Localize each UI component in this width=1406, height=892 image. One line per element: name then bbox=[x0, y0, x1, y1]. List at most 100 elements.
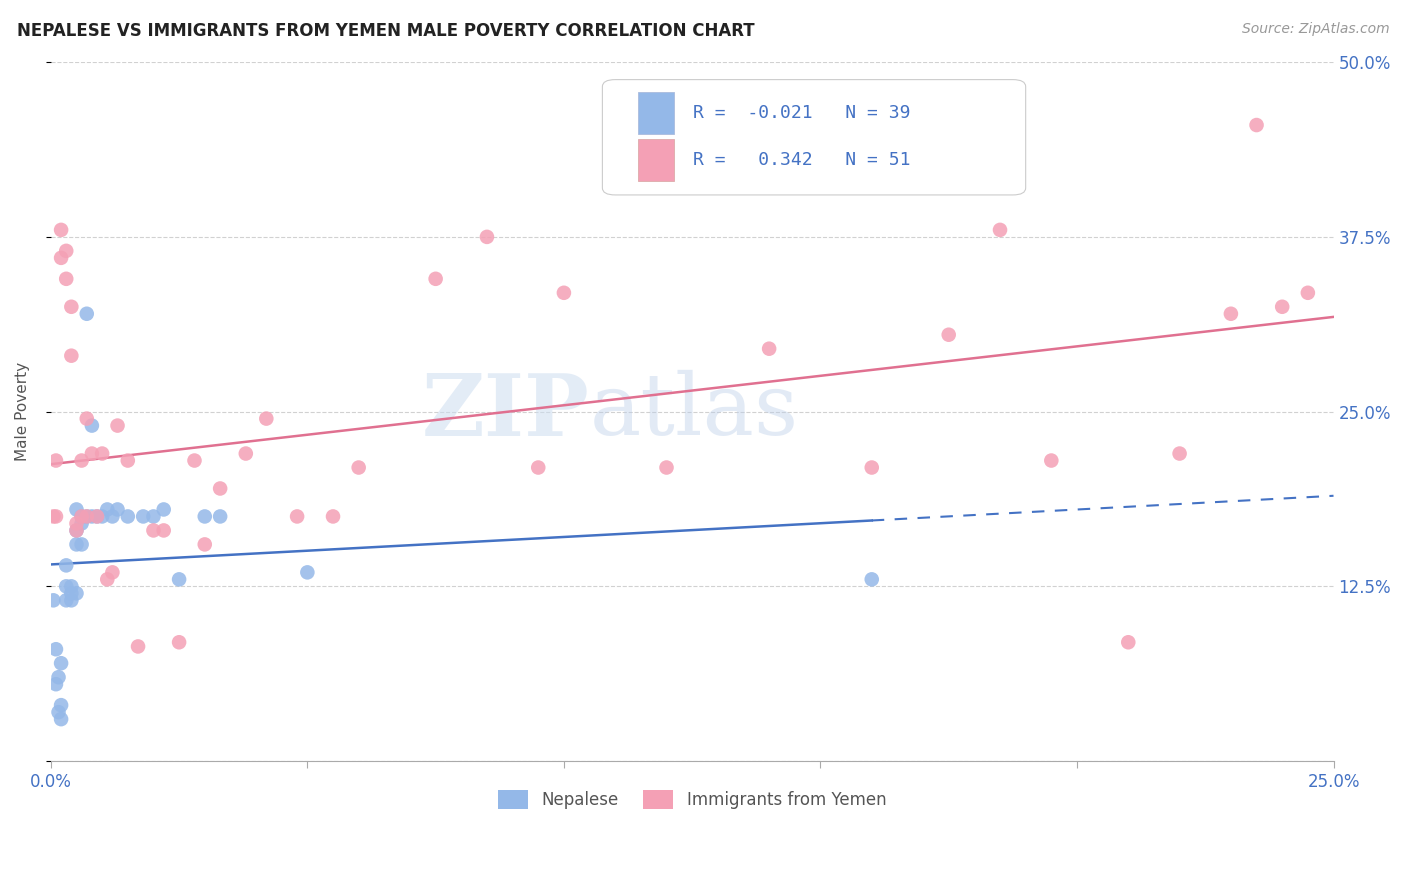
Point bbox=[42, 509, 65, 524]
Point bbox=[107, 502, 129, 516]
Text: R =  -0.021   N = 39: R = -0.021 N = 39 bbox=[693, 104, 911, 122]
Point bbox=[194, 537, 217, 551]
Point bbox=[91, 446, 114, 460]
Point bbox=[42, 593, 65, 607]
Point bbox=[527, 460, 550, 475]
Point bbox=[142, 509, 165, 524]
Point bbox=[655, 460, 678, 475]
Point bbox=[49, 251, 72, 265]
Point bbox=[101, 509, 124, 524]
Point bbox=[45, 509, 67, 524]
Point bbox=[80, 418, 103, 433]
Point bbox=[1168, 446, 1191, 460]
Point bbox=[70, 453, 93, 467]
Point bbox=[70, 509, 93, 524]
Legend: Nepalese, Immigrants from Yemen: Nepalese, Immigrants from Yemen bbox=[491, 783, 893, 815]
Y-axis label: Male Poverty: Male Poverty bbox=[15, 362, 30, 461]
Point bbox=[1040, 453, 1063, 467]
Point bbox=[96, 572, 118, 586]
Point bbox=[988, 223, 1011, 237]
Point bbox=[758, 342, 780, 356]
Point bbox=[55, 593, 77, 607]
Point bbox=[553, 285, 575, 300]
Point bbox=[1271, 300, 1294, 314]
FancyBboxPatch shape bbox=[638, 139, 675, 181]
Point bbox=[1296, 285, 1319, 300]
Point bbox=[96, 502, 118, 516]
Point bbox=[48, 670, 70, 684]
Point bbox=[194, 509, 217, 524]
Point bbox=[101, 566, 124, 580]
Point bbox=[132, 509, 155, 524]
FancyBboxPatch shape bbox=[638, 92, 675, 134]
Point bbox=[938, 327, 960, 342]
Point bbox=[235, 446, 257, 460]
Point bbox=[49, 712, 72, 726]
Point bbox=[117, 509, 139, 524]
Point bbox=[167, 572, 190, 586]
Point bbox=[60, 349, 83, 363]
Point bbox=[45, 642, 67, 657]
Point bbox=[1219, 307, 1241, 321]
Point bbox=[65, 537, 87, 551]
Text: R =   0.342   N = 51: R = 0.342 N = 51 bbox=[693, 151, 911, 169]
Point bbox=[127, 640, 149, 654]
Point bbox=[60, 579, 83, 593]
Point bbox=[183, 453, 205, 467]
Point bbox=[65, 516, 87, 531]
Point bbox=[297, 566, 319, 580]
Point bbox=[65, 524, 87, 538]
Point bbox=[45, 677, 67, 691]
Point bbox=[48, 705, 70, 719]
Point bbox=[45, 453, 67, 467]
Point bbox=[55, 244, 77, 258]
Point bbox=[167, 635, 190, 649]
Point bbox=[60, 300, 83, 314]
Point bbox=[285, 509, 308, 524]
Point bbox=[76, 509, 98, 524]
Point bbox=[1246, 118, 1268, 132]
Point bbox=[322, 509, 344, 524]
Point bbox=[55, 272, 77, 286]
Point bbox=[209, 509, 232, 524]
Point bbox=[76, 307, 98, 321]
Point bbox=[76, 411, 98, 425]
Point bbox=[86, 509, 108, 524]
Point bbox=[152, 524, 174, 538]
Point bbox=[80, 509, 103, 524]
Point bbox=[55, 558, 77, 573]
Text: atlas: atlas bbox=[589, 370, 799, 453]
Point bbox=[860, 460, 883, 475]
Point bbox=[65, 524, 87, 538]
Point bbox=[55, 579, 77, 593]
Point bbox=[49, 657, 72, 671]
Point bbox=[254, 411, 277, 425]
Point bbox=[107, 418, 129, 433]
Point bbox=[60, 593, 83, 607]
Point bbox=[60, 586, 83, 600]
Point bbox=[117, 453, 139, 467]
FancyBboxPatch shape bbox=[602, 79, 1025, 195]
Point bbox=[209, 482, 232, 496]
Point bbox=[65, 586, 87, 600]
Text: ZIP: ZIP bbox=[422, 369, 589, 454]
Point bbox=[91, 509, 114, 524]
Point bbox=[142, 524, 165, 538]
Point bbox=[70, 509, 93, 524]
Point bbox=[86, 509, 108, 524]
Point bbox=[49, 698, 72, 713]
Point bbox=[475, 230, 498, 244]
Point bbox=[1116, 635, 1139, 649]
Point bbox=[860, 572, 883, 586]
Text: Source: ZipAtlas.com: Source: ZipAtlas.com bbox=[1241, 22, 1389, 37]
Point bbox=[49, 223, 72, 237]
Point bbox=[65, 502, 87, 516]
Point bbox=[80, 446, 103, 460]
Text: NEPALESE VS IMMIGRANTS FROM YEMEN MALE POVERTY CORRELATION CHART: NEPALESE VS IMMIGRANTS FROM YEMEN MALE P… bbox=[17, 22, 755, 40]
Point bbox=[347, 460, 370, 475]
Point bbox=[425, 272, 447, 286]
Point bbox=[70, 537, 93, 551]
Point bbox=[76, 509, 98, 524]
Point bbox=[70, 516, 93, 531]
Point bbox=[835, 118, 858, 132]
